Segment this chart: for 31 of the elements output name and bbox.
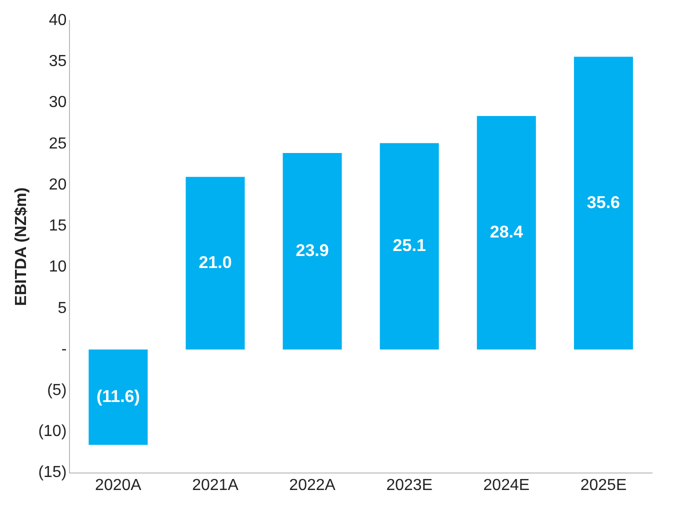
y-tick-label: 25 [48,135,67,152]
x-tick-label: 2025E [580,476,627,494]
data-label: 35.6 [586,192,620,212]
y-tick-label: 30 [48,94,67,112]
data-label: 23.9 [296,240,329,260]
y-tick-label: - [61,340,67,358]
bar [574,56,633,350]
x-tick-label: 2023E [386,476,432,494]
y-tick-label: 35 [48,53,67,70]
y-tick-label: 40 [48,12,67,30]
y-tick-label: (10) [38,423,67,440]
y-tick-label: (5) [47,382,67,399]
x-tick-label: 2020A [95,476,142,494]
bar [380,143,439,350]
bar [476,116,536,350]
data-label: 28.4 [490,222,524,242]
data-label: 21.0 [198,252,232,272]
y-tick-label: 10 [48,258,67,276]
y-axis-title: EBITDA (NZ$m) [13,187,30,306]
y-tick-label: (15) [38,464,67,482]
x-tick-label: 2021A [192,476,239,494]
data-label: (11.6) [96,386,140,406]
bar [88,349,148,445]
y-tick-label: 20 [48,176,67,194]
x-tick-label: 2024E [483,476,530,494]
data-label: 25.1 [392,236,426,255]
y-tick-label: 5 [58,300,67,317]
y-tick-label: 15 [48,218,67,235]
bar [186,176,245,350]
x-tick-label: 2022A [289,476,336,494]
bar [282,152,342,350]
